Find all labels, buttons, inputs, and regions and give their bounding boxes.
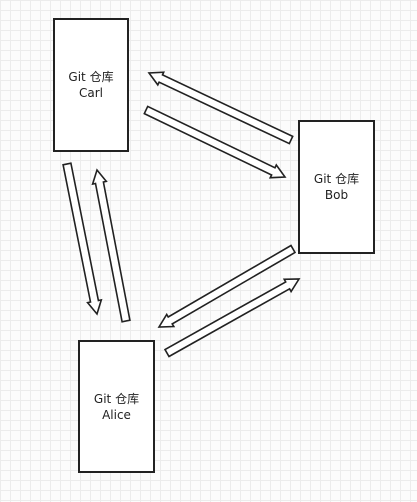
repo-node-carl-title: Git 仓库 xyxy=(68,70,114,84)
arrow-alice-to-carl[interactable] xyxy=(91,168,131,323)
repo-node-bob-title: Git 仓库 xyxy=(313,172,360,186)
arrow-alice-to-bob[interactable] xyxy=(163,278,301,358)
repo-node-alice-title: Git 仓库 xyxy=(93,391,140,406)
repo-node-alice[interactable]: Git 仓库 Alice xyxy=(78,340,155,473)
repo-node-carl-name: Carl xyxy=(79,86,103,100)
arrow-carl-to-bob[interactable] xyxy=(143,105,287,179)
repo-node-carl[interactable]: Git 仓库 Carl xyxy=(53,18,129,152)
repo-node-alice-name: Alice xyxy=(102,407,131,422)
arrow-bob-to-carl[interactable] xyxy=(147,71,294,145)
repo-node-bob[interactable]: Git 仓库 Bob xyxy=(298,120,375,254)
arrow-bob-to-alice[interactable] xyxy=(157,244,297,328)
arrow-carl-to-alice[interactable] xyxy=(62,162,103,316)
repo-node-bob-name: Bob xyxy=(324,188,349,202)
